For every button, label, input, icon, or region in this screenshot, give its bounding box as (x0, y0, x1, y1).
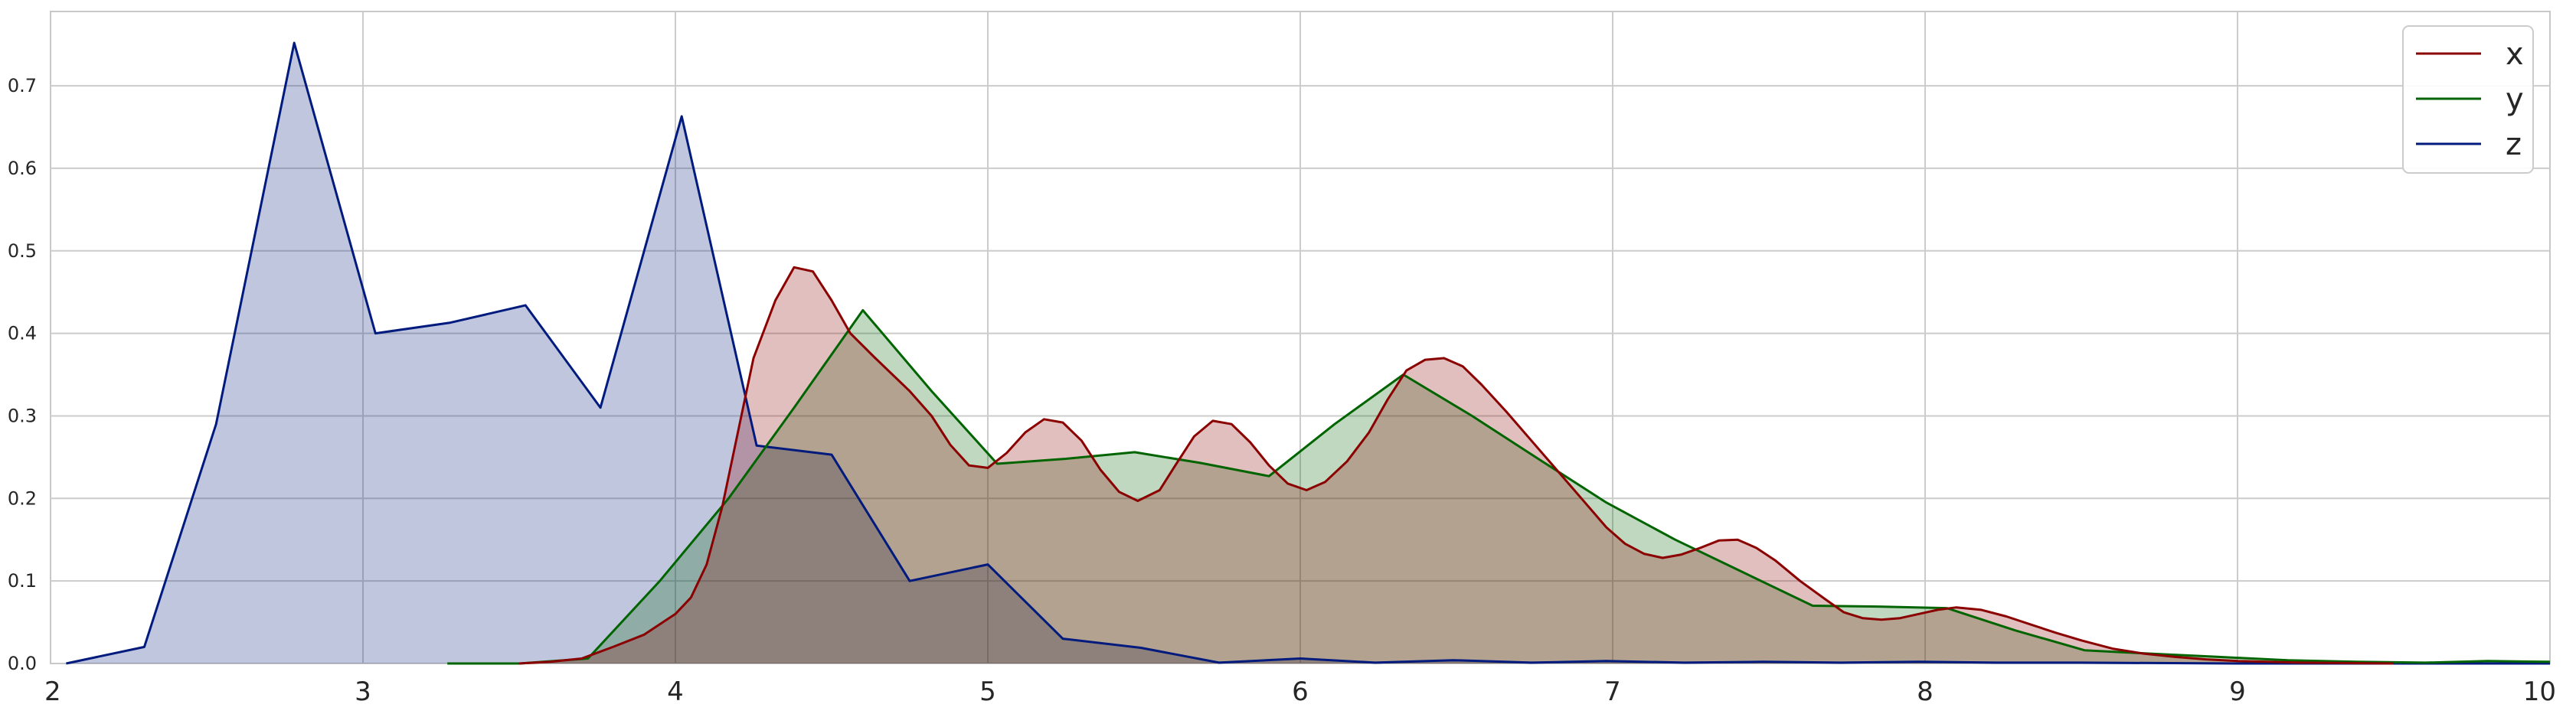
legend: xyz (2402, 25, 2534, 174)
y-tick-label: 0.5 (8, 240, 37, 262)
legend-label-x: x (2506, 37, 2524, 72)
x-tick-label: 10 (2523, 677, 2556, 707)
series-line-y (447, 308, 2551, 665)
series-line-z (66, 41, 2550, 665)
x-tick-label: 6 (1292, 677, 1309, 707)
series-line-x (518, 266, 2395, 665)
x-tick-label: 5 (979, 677, 996, 707)
series-fill-y (447, 310, 2551, 663)
x-tick-label: 7 (1604, 677, 1621, 707)
y-tick-label: 0.4 (8, 323, 37, 344)
grid (51, 11, 2550, 663)
x-tick-label: 3 (355, 677, 371, 707)
y-tick-label: 0.6 (8, 158, 37, 179)
x-tick-label: 4 (667, 677, 684, 707)
series-fill-z (66, 43, 2551, 663)
y-axis-ticks: 0.0 0.1 0.2 0.3 0.4 0.5 0.6 0.7 (8, 75, 37, 674)
y-tick-label: 0.2 (8, 487, 37, 509)
y-tick-label: 0.1 (8, 570, 37, 592)
y-tick-label: 0.0 (8, 653, 37, 674)
y-tick-label: 0.7 (8, 75, 37, 96)
x-axis-ticks: 2 3 4 5 6 7 8 9 10 (44, 677, 2556, 707)
legend-label-z: z (2506, 127, 2522, 162)
series-lines (66, 41, 2551, 665)
y-tick-label: 0.3 (8, 405, 37, 426)
x-tick-label: 2 (44, 677, 61, 707)
legend-label-y: y (2506, 82, 2524, 117)
x-tick-label: 8 (1917, 677, 1934, 707)
x-tick-label: 9 (2229, 677, 2246, 707)
